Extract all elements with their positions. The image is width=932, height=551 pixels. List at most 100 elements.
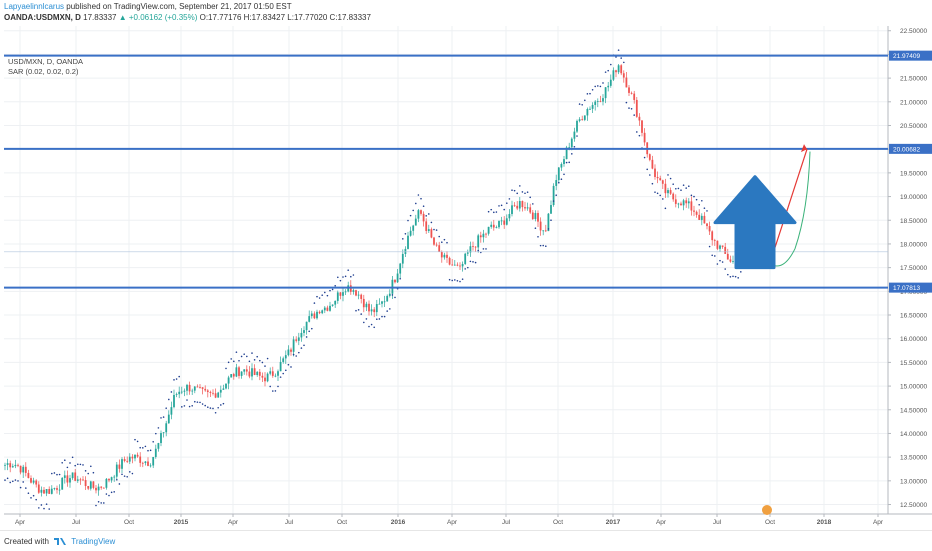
sar-dot	[123, 475, 126, 477]
candle-body	[118, 464, 121, 469]
candle-body	[58, 489, 61, 491]
candle-body	[615, 70, 617, 73]
sar-dot	[204, 404, 206, 407]
candle-body	[178, 391, 181, 395]
sar-dot	[446, 241, 448, 244]
candle-body	[74, 472, 77, 481]
author-link[interactable]: Lapyaelinnlcarus	[4, 2, 65, 11]
sar-dot	[35, 498, 37, 501]
sar-dot	[212, 407, 214, 410]
sar-dot	[407, 219, 409, 222]
sar-dot	[225, 367, 227, 370]
candle-body	[357, 294, 360, 296]
candle-body	[53, 488, 56, 489]
price-chart[interactable]: 12.50000 13.00000 13.50000 14.00000 14.50000…	[0, 26, 932, 528]
sar-dot	[485, 248, 487, 250]
candle-body	[121, 459, 123, 469]
candle-body	[214, 393, 217, 398]
sar-dot	[230, 358, 232, 360]
sar-dot	[214, 411, 217, 414]
candle-body	[290, 349, 292, 352]
candle-body	[591, 104, 594, 109]
candle-body	[503, 220, 506, 225]
price-level-tag	[889, 50, 932, 61]
candle-body	[295, 339, 298, 341]
candle-body	[573, 131, 576, 139]
sar-dot	[469, 260, 472, 263]
sar-dot	[87, 472, 89, 475]
price-level-tag	[889, 282, 932, 293]
candle-body	[490, 224, 493, 227]
sar-dot	[529, 196, 531, 199]
candle-body	[342, 292, 344, 296]
candle-body	[266, 373, 269, 382]
candle-body	[61, 477, 64, 490]
sar-dot	[573, 145, 576, 148]
candle-body	[175, 394, 178, 396]
candle-body	[383, 301, 386, 303]
candle-body	[500, 220, 503, 222]
sar-dot	[690, 194, 693, 197]
candle-body	[555, 180, 558, 186]
candle-body	[430, 229, 433, 238]
sar-dot	[381, 315, 383, 318]
sar-dot	[27, 492, 30, 495]
sar-dot	[370, 323, 373, 326]
candle-body	[711, 231, 714, 241]
candle-body	[669, 190, 672, 194]
candle-body	[235, 367, 238, 377]
candle-body	[482, 233, 485, 238]
chart-area[interactable]: 12.50000 13.00000 13.50000 14.00000 14.50000…	[0, 26, 932, 528]
sar-dot	[355, 309, 357, 312]
y-tick-label: 15.00000	[900, 384, 927, 391]
sar-dot	[633, 114, 635, 116]
sar-dot	[682, 184, 685, 186]
candle-body	[638, 116, 641, 121]
candle-body	[563, 159, 565, 165]
sar-dot	[92, 471, 95, 474]
sar-dot	[53, 472, 56, 474]
sar-dot	[430, 221, 433, 224]
candle-body	[604, 87, 607, 99]
candle-body	[516, 205, 519, 209]
indicator-label[interactable]: SAR (0.02, 0.02, 0.2)	[8, 67, 79, 76]
sar-dot	[144, 445, 147, 448]
candle-body	[685, 200, 688, 204]
y-tick-label: 13.50000	[900, 455, 927, 462]
sar-dot	[373, 326, 376, 329]
x-tick-label: Apr	[873, 519, 884, 526]
candle-body	[552, 185, 555, 206]
candle-body	[433, 237, 435, 245]
candle-body	[292, 339, 295, 352]
candle-body	[97, 486, 100, 491]
sar-dot	[110, 491, 113, 494]
tradingview-logo-icon[interactable]	[54, 536, 67, 545]
sar-dot	[71, 456, 74, 459]
sar-dot	[287, 363, 290, 366]
candle-body	[607, 85, 610, 88]
sar-dot	[357, 309, 360, 311]
candle-body	[92, 481, 95, 488]
projection-red-line[interactable]	[769, 148, 808, 264]
candle-body	[277, 371, 279, 376]
candle-body	[495, 227, 498, 229]
candle-body	[40, 489, 43, 493]
candle-body	[414, 218, 417, 226]
sar-dot	[526, 191, 529, 193]
candle-body	[84, 480, 87, 487]
sar-dot	[389, 308, 391, 310]
candle-body	[373, 309, 376, 313]
candle-body	[420, 210, 422, 214]
blue-up-arrow[interactable]	[713, 175, 797, 270]
candle-body	[479, 235, 482, 238]
candle-body	[69, 478, 71, 483]
publish-date: published on TradingView.com, September …	[64, 2, 292, 11]
publish-info: Lapyaelinnlcarus published on TradingVie…	[4, 2, 292, 11]
sar-dot	[66, 466, 69, 469]
sar-dot	[519, 185, 521, 187]
event-flag-icon[interactable]	[762, 505, 772, 515]
plot-background[interactable]	[4, 26, 888, 514]
sar-dot	[316, 295, 318, 298]
sar-dot	[90, 465, 92, 468]
tradingview-link[interactable]: TradingView	[71, 537, 116, 546]
